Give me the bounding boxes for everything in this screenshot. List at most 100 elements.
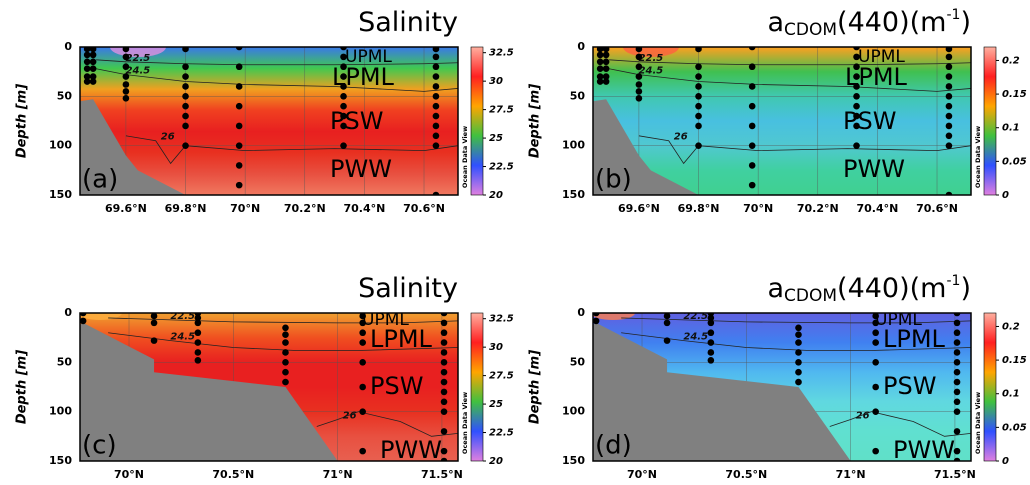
sample-dot — [872, 329, 879, 337]
chart-title: aCDOM(440)(m-1) — [767, 273, 971, 307]
sample-dot — [596, 65, 604, 73]
sample-dot — [440, 349, 448, 356]
colorbar-tick-label: 30 — [489, 76, 503, 87]
sample-dot — [853, 73, 860, 80]
sample-dot — [440, 447, 448, 455]
x-tick-label: 70.4°N — [856, 202, 898, 215]
sample-dot — [83, 58, 91, 66]
sample-dot — [440, 359, 448, 366]
sample-dot — [80, 313, 87, 317]
sample-dot — [440, 339, 448, 346]
sample-dot — [853, 142, 860, 149]
sample-dot — [150, 319, 158, 327]
y-tick-label: 150 — [562, 188, 585, 201]
sample-dot — [853, 63, 860, 71]
sample-dot — [235, 181, 243, 189]
x-tick-label: 71°N — [323, 468, 353, 481]
sample-dot — [635, 63, 643, 71]
y-tick-label: 150 — [49, 454, 72, 467]
sample-dot — [432, 122, 440, 130]
sample-dot — [795, 324, 802, 332]
title-part: (440)(m — [837, 273, 946, 304]
sample-dot — [182, 142, 189, 149]
sample-dot — [707, 314, 715, 322]
sample-dot — [340, 93, 347, 100]
x-tick-label: 71.5°N — [934, 468, 976, 481]
contour-line — [638, 135, 971, 165]
sample-dot — [440, 398, 448, 406]
sample-dot — [89, 58, 97, 66]
sample-dot — [440, 368, 448, 376]
title-part: ) — [960, 7, 971, 38]
sample-dot — [872, 313, 879, 320]
sample-dot — [122, 63, 130, 71]
sample-dot — [83, 51, 91, 59]
sample-dot — [945, 132, 953, 140]
x-tick-label: 70°N — [627, 468, 657, 481]
sample-dot — [440, 319, 448, 327]
y-tick-label: 100 — [562, 405, 585, 418]
sample-dot — [122, 53, 130, 61]
sample-dot — [945, 73, 953, 80]
sample-dot — [340, 112, 347, 120]
sample-dot — [872, 408, 879, 415]
y-tick-label: 100 — [49, 139, 72, 152]
sample-dot — [122, 47, 130, 53]
x-tick-label: 70°N — [114, 468, 144, 481]
chart-title: Salinity — [358, 7, 458, 38]
sample-dot — [695, 47, 702, 53]
bathymetry — [80, 322, 338, 461]
sample-dot — [596, 58, 604, 66]
x-tick-label: 70.2°N — [797, 202, 839, 215]
colorbar-tick-label: 0.1 — [1002, 389, 1020, 400]
sample-dot — [282, 368, 289, 376]
sample-dot — [235, 122, 243, 130]
contour-label: 22.5 — [683, 311, 708, 322]
x-tick-label: 71.5°N — [421, 468, 463, 481]
sample-dot — [602, 47, 610, 53]
colorbar — [983, 46, 997, 196]
sample-dot — [359, 359, 366, 366]
y-axis-label: Depth [m] — [528, 84, 543, 158]
sample-dot — [593, 317, 600, 325]
water-mass-label: LPML — [370, 325, 433, 353]
sample-dot — [945, 93, 953, 100]
sample-dot — [194, 329, 202, 337]
colorbar-tick-label: 27.5 — [489, 105, 514, 116]
contour-label: 24.5 — [126, 66, 151, 77]
x-tick-label: 70.4°N — [343, 202, 385, 215]
water-mass-label: LPML — [332, 63, 395, 91]
sample-dot — [872, 359, 879, 366]
sample-dot — [182, 73, 189, 80]
sample-dot — [340, 63, 347, 71]
water-mass-label: PWW — [843, 155, 905, 183]
chart-title: Salinity — [358, 273, 458, 304]
sample-dot — [432, 83, 440, 90]
plot-frame — [79, 312, 459, 462]
sample-dot — [440, 329, 448, 337]
colorbar-tick-label: 0.05 — [1002, 422, 1027, 433]
sample-dot — [853, 83, 860, 90]
sample-dot — [602, 78, 610, 85]
sample-dot — [182, 102, 189, 110]
sample-dot — [432, 47, 440, 53]
sample-dot — [953, 398, 961, 406]
sample-dot — [953, 349, 961, 356]
sample-dot — [89, 73, 97, 80]
sample-dot — [707, 357, 715, 364]
y-axis-label: Depth [m] — [15, 84, 30, 158]
contour-line — [125, 135, 458, 165]
x-tick-label: 69.6°N — [105, 202, 147, 215]
sample-dot — [945, 142, 953, 149]
chart-title: aCDOM(440)(m-1) — [767, 7, 971, 41]
sample-dot — [432, 191, 440, 195]
x-tick-label: 70.2°N — [284, 202, 326, 215]
sample-dot — [707, 329, 715, 337]
colorbar-tick-label: 20 — [489, 190, 503, 201]
x-tick-label: 70.6°N — [916, 202, 958, 215]
sample-dot — [359, 447, 366, 455]
sample-dot — [945, 112, 953, 120]
